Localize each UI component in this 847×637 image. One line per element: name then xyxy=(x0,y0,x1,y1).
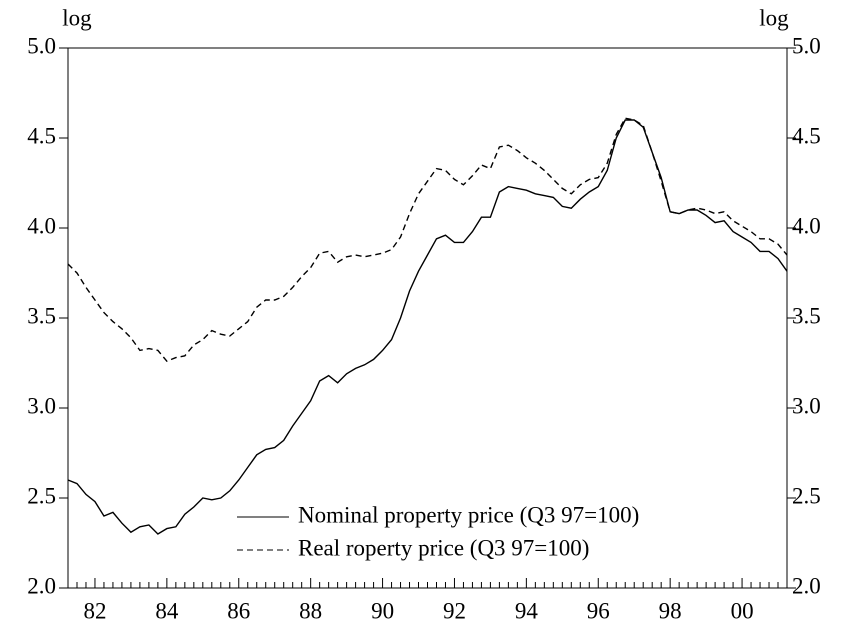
series-line xyxy=(67,119,788,535)
x-tick-label: 86 xyxy=(227,598,250,623)
y-tick-label: 2.5 xyxy=(27,483,56,508)
y2-tick-label: 2.0 xyxy=(792,573,821,598)
x-tick-label: 98 xyxy=(659,598,682,623)
x-tick-label: 84 xyxy=(155,598,179,623)
y-axis-label: log xyxy=(62,5,92,30)
y2-tick-label: 3.0 xyxy=(792,393,821,418)
y-tick-label: 2.0 xyxy=(27,573,56,598)
legend-label: Real roperty price (Q3 97=100) xyxy=(298,535,589,560)
x-tick-label: 90 xyxy=(371,598,394,623)
y-tick-label: 3.0 xyxy=(27,393,56,418)
series-line xyxy=(67,117,788,363)
legend-label: Nominal property price (Q3 97=100) xyxy=(298,502,639,527)
y2-tick-label: 4.5 xyxy=(792,123,821,148)
y-tick-label: 5.0 xyxy=(27,33,56,58)
y-tick-label: 4.0 xyxy=(27,213,56,238)
y2-tick-label: 4.0 xyxy=(792,213,821,238)
y2-tick-label: 3.5 xyxy=(792,303,821,328)
x-tick-label: 82 xyxy=(83,598,106,623)
x-tick-label: 94 xyxy=(515,598,539,623)
y-tick-label: 4.5 xyxy=(27,123,56,148)
x-tick-label: 96 xyxy=(587,598,610,623)
y-tick-label: 3.5 xyxy=(27,303,56,328)
x-tick-label: 88 xyxy=(299,598,322,623)
y2-tick-label: 2.5 xyxy=(792,483,821,508)
y2-axis-label: log xyxy=(759,5,789,30)
x-tick-label: 00 xyxy=(731,598,754,623)
x-tick-label: 92 xyxy=(443,598,466,623)
y2-tick-label: 5.0 xyxy=(792,33,821,58)
